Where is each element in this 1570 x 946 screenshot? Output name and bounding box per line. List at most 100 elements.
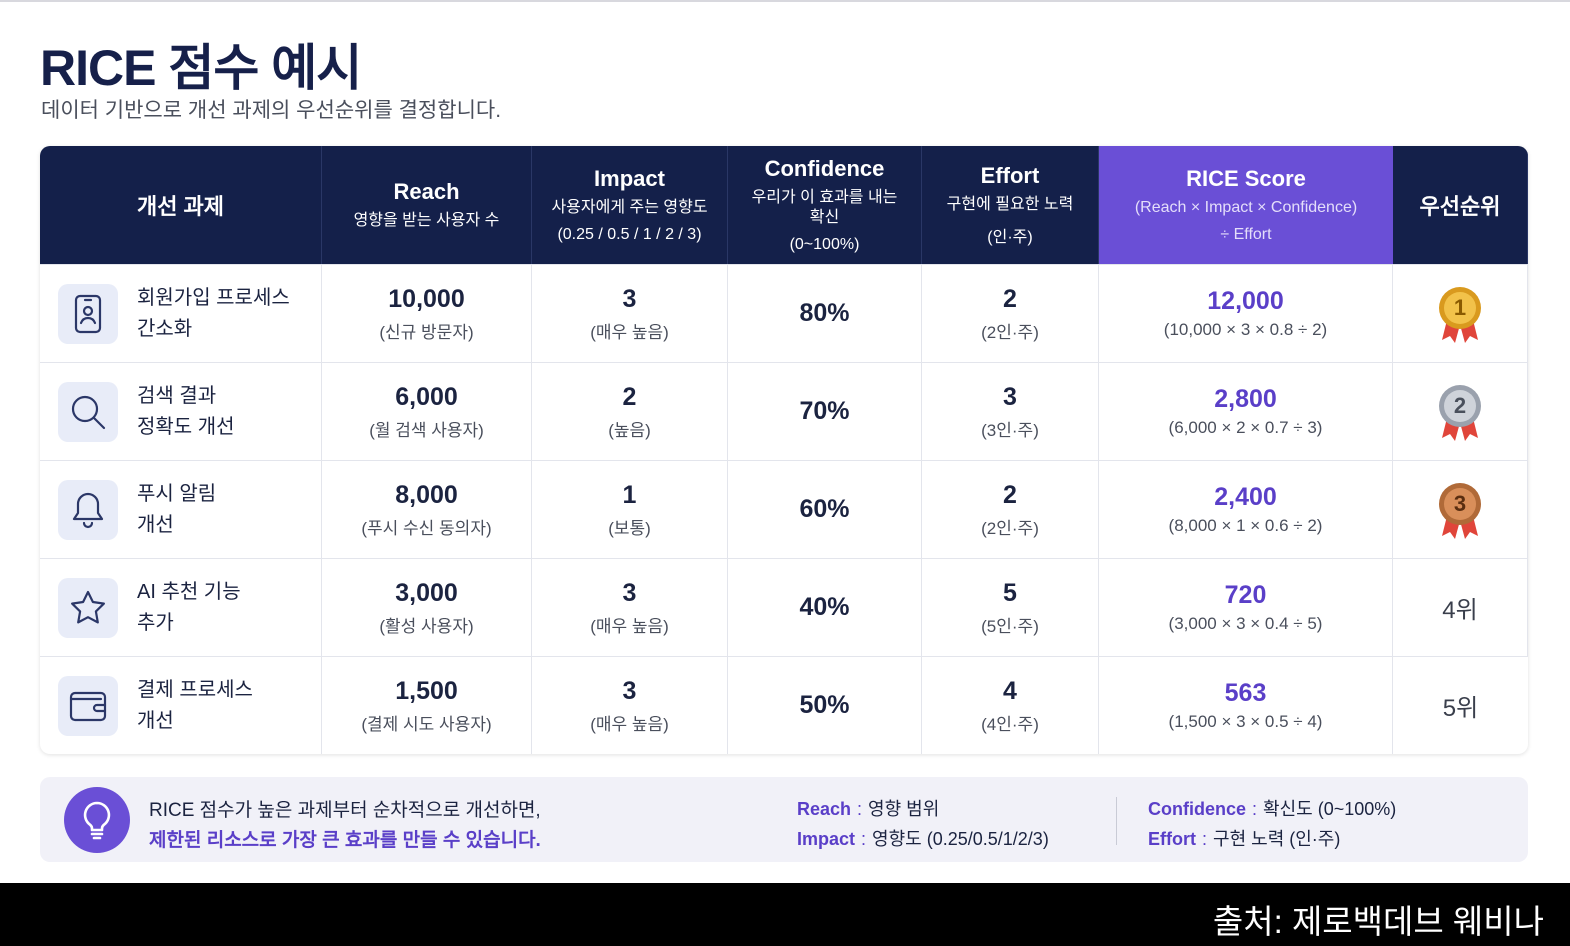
table-grid: 개선 과제 Reach 영향을 받는 사용자 수 Impact 사용자에게 주는 영향도… — [40, 146, 1528, 754]
confidence-cell: 80% — [728, 264, 922, 362]
rank-cell: 2 — [1393, 362, 1528, 460]
legend-term: Reach — [797, 799, 852, 819]
header-title: 개선 과제 — [136, 194, 225, 219]
confidence-cell: 60% — [728, 460, 922, 558]
reach-cell: 6,000 (월 검색 사용자) — [322, 362, 532, 460]
rank-number: 1 — [1453, 294, 1467, 320]
legend-term: Confidence — [1148, 799, 1247, 819]
reach-cell: 10,000 (신규 방문자) — [322, 264, 532, 362]
reach-value: 1,500 — [395, 676, 458, 705]
effort-note: (3인·주) — [981, 420, 1039, 440]
reach-note: (활성 사용자) — [379, 616, 474, 636]
impact-note: (매우 높음) — [590, 616, 669, 636]
effort-value: 5 — [1003, 578, 1017, 607]
task-line: 검색 결과 — [137, 384, 217, 407]
effort-value: 4 — [1003, 676, 1017, 705]
rank-text: 4위 — [1442, 597, 1478, 624]
score-value: 2,800 — [1214, 385, 1277, 413]
header-note: (인·주) — [987, 229, 1033, 246]
task-icon — [58, 283, 118, 344]
header-title: Impact — [594, 166, 665, 191]
score-value: 563 — [1224, 679, 1267, 707]
effort-cell: 5 (5인·주) — [922, 558, 1099, 656]
legend-desc: 구현 노력 (인·주) — [1213, 829, 1341, 849]
task-cell: 결제 프로세스 개선 — [40, 656, 322, 754]
task-line: 회원가입 프로세스 — [137, 286, 290, 309]
reach-note: (푸시 수신 동의자) — [361, 518, 492, 538]
rank-medal: 2 — [1434, 382, 1486, 442]
task-line: 정확도 개선 — [137, 415, 235, 438]
task-cell: AI 추천 기능 추가 — [40, 558, 322, 656]
header-cell: Effort 구현에 필요한 노력 (인·주) — [922, 146, 1099, 264]
header-title: Effort — [980, 163, 1040, 188]
effort-cell: 2 (2인·주) — [922, 460, 1099, 558]
task-icon — [58, 479, 118, 540]
reach-cell: 3,000 (활성 사용자) — [322, 558, 532, 656]
confidence-value: 70% — [799, 397, 850, 425]
score-cell: 720 (3,000 × 3 × 0.4 ÷ 5) — [1099, 558, 1393, 656]
header-cell: Impact 사용자에게 주는 영향도 (0.25 / 0.5 / 1 / 2 / … — [532, 146, 728, 264]
impact-note: (높음) — [608, 420, 651, 440]
confidence-value: 80% — [799, 299, 850, 327]
effort-cell: 3 (3인·주) — [922, 362, 1099, 460]
task-name: 푸시 알림 개선 — [137, 479, 216, 541]
confidence-value: 50% — [799, 691, 850, 719]
rank-cell: 1 — [1393, 264, 1528, 362]
legend-desc: 영향 범위 — [868, 799, 940, 819]
impact-cell: 2 (높음) — [532, 362, 728, 460]
task-cell: 푸시 알림 개선 — [40, 460, 322, 558]
rank-number: 2 — [1453, 392, 1467, 418]
legend-divider — [1116, 797, 1117, 845]
reach-note: (결제 시도 사용자) — [361, 714, 492, 734]
source-bar: 출처: 제로백데브 웨비나 — [0, 883, 1570, 946]
header-cell: 우선순위 — [1393, 146, 1528, 264]
effort-note: (2인·주) — [981, 322, 1039, 342]
impact-value: 1 — [622, 480, 637, 509]
score-value: 720 — [1224, 581, 1267, 609]
score-value: 12,000 — [1207, 287, 1284, 315]
score-cell: 12,000 (10,000 × 3 × 0.8 ÷ 2) — [1099, 264, 1393, 362]
rank-cell: 4위 — [1393, 558, 1528, 656]
confidence-cell: 40% — [728, 558, 922, 656]
effort-cell: 4 (4인·주) — [922, 656, 1099, 754]
effort-note: (2인·주) — [981, 518, 1039, 538]
header-cell: RICE Score (Reach × Impact × Confidence) ÷… — [1099, 146, 1393, 264]
rank-cell: 3 — [1393, 460, 1528, 558]
impact-cell: 3 (매우 높음) — [532, 656, 728, 754]
legend-separator: : — [861, 829, 867, 849]
reach-value: 8,000 — [395, 480, 458, 509]
impact-note: (매우 높음) — [590, 714, 669, 734]
reach-value: 3,000 — [395, 578, 458, 607]
rice-table: 개선 과제 Reach 영향을 받는 사용자 수 Impact 사용자에게 주는 영향도… — [40, 146, 1528, 754]
task-icon — [58, 381, 118, 442]
rank-text: 5위 — [1442, 695, 1479, 722]
score-cell: 2,400 (8,000 × 1 × 0.6 ÷ 2) — [1099, 460, 1393, 558]
impact-note: (매우 높음) — [590, 322, 669, 342]
confidence-cell: 50% — [728, 656, 922, 754]
legend-separator: : — [1202, 829, 1208, 849]
reach-cell: 1,500 (결제 시도 사용자) — [322, 656, 532, 754]
confidence-value: 40% — [799, 593, 850, 621]
impact-note: (보통) — [608, 518, 651, 538]
task-line: 간소화 — [137, 317, 193, 340]
header-title: 우선순위 — [1419, 194, 1501, 219]
footer-emphasis: 제한된 리소스로 가장 큰 효과를 만들 수 있습니다. — [149, 830, 541, 851]
score-formula: (3,000 × 3 × 0.4 ÷ 5) — [1168, 614, 1323, 633]
header-note: (0.25 / 0.5 / 1 / 2 / 3) — [557, 226, 702, 243]
task-name: AI 추천 기능 추가 — [137, 577, 241, 639]
impact-value: 3 — [622, 578, 637, 607]
effort-value: 2 — [1003, 284, 1017, 313]
task-line: 추가 — [137, 611, 174, 634]
header-title: Reach — [393, 179, 460, 204]
impact-cell: 3 (매우 높음) — [532, 264, 728, 362]
effort-value: 2 — [1003, 480, 1017, 509]
score-formula: (10,000 × 3 × 0.8 ÷ 2) — [1163, 320, 1328, 339]
legend-item: Reach: 영향 범위 — [797, 795, 939, 821]
impact-value: 3 — [622, 676, 637, 705]
